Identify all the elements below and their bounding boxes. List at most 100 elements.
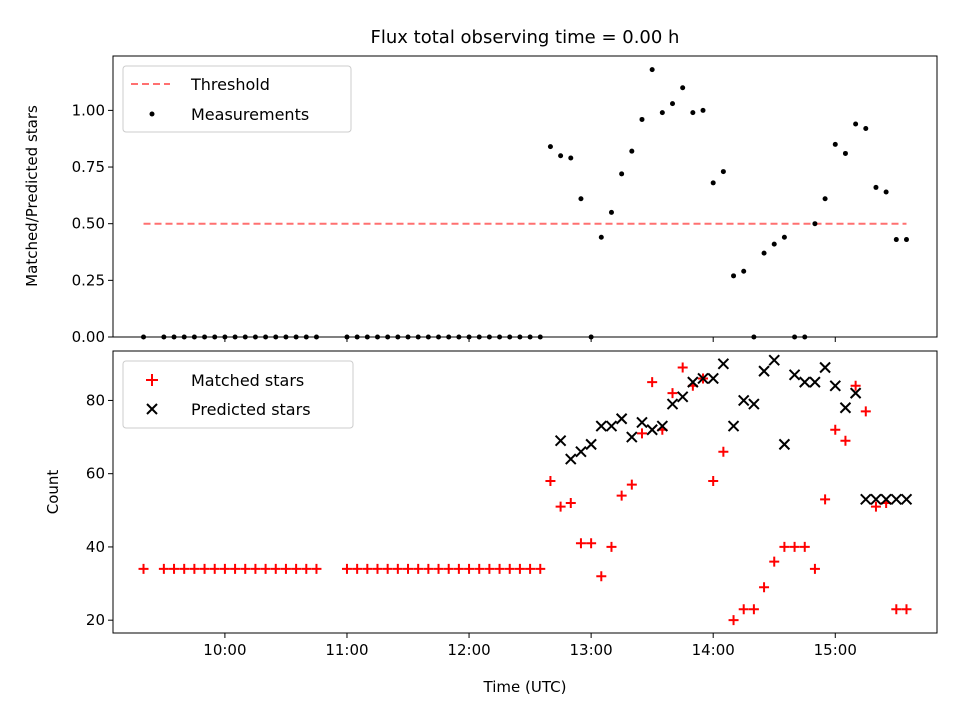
bottom-plot-yticks: 20 40 60 80 xyxy=(86,391,113,629)
predicted-star-point xyxy=(748,398,760,410)
matched-star-point xyxy=(280,563,291,574)
measurement-point xyxy=(558,153,564,159)
matched-star-point xyxy=(199,563,210,574)
matched-star-point xyxy=(209,563,220,574)
matched-star-point xyxy=(291,563,302,574)
measurement-point xyxy=(405,334,411,340)
matched-star-point xyxy=(606,541,617,552)
measurement-point xyxy=(344,334,350,340)
measurement-point xyxy=(354,334,360,340)
measurement-point xyxy=(507,334,513,340)
matched-star-point xyxy=(647,377,658,388)
bottom-xtick-label: 12:00 xyxy=(447,641,490,659)
matched-star-point xyxy=(759,582,770,593)
bottom-plot-area: Count Time (UTC) 20 40 60 80 10:00 11:00 12:0… xyxy=(44,350,938,696)
legend-matched-label: Matched stars xyxy=(191,371,304,390)
measurement-point xyxy=(212,334,218,340)
matched-star-point xyxy=(636,428,647,439)
predicted-star-point xyxy=(890,493,903,506)
matched-star-point xyxy=(769,556,780,567)
measurement-point xyxy=(252,334,258,340)
measurement-point xyxy=(181,334,187,340)
matched-star-point xyxy=(779,541,790,552)
measurement-point xyxy=(812,221,818,227)
measurement-point xyxy=(731,273,737,279)
predicted-star-point xyxy=(788,369,801,381)
measurement-point xyxy=(608,209,614,215)
matched-star-point xyxy=(433,563,444,574)
measurement-point xyxy=(171,334,177,340)
bottom-xtick-label: 13:00 xyxy=(570,641,613,659)
matched-star-point xyxy=(809,563,820,574)
matched-star-point xyxy=(728,615,739,626)
matched-star-point xyxy=(575,538,586,549)
predicted-star-point xyxy=(565,453,577,465)
measurement-point xyxy=(517,334,523,340)
matched-star-point xyxy=(270,563,281,574)
bottom-ytick-label: 20 xyxy=(86,611,105,629)
measurement-point xyxy=(273,334,279,340)
predicted-star-point xyxy=(615,413,628,425)
matched-star-point xyxy=(901,604,912,615)
measurement-point xyxy=(619,171,625,177)
measurement-point xyxy=(446,334,452,340)
predicted-star-point xyxy=(626,431,638,443)
measurement-point xyxy=(313,334,319,340)
measurement-point xyxy=(202,334,208,340)
measurement-point xyxy=(303,334,309,340)
predicted-star-point xyxy=(646,424,658,436)
measurement-point xyxy=(486,334,492,340)
measurement-point xyxy=(741,268,747,274)
measurement-point xyxy=(649,67,655,73)
predicted-star-point xyxy=(717,358,730,370)
predicted-star-point xyxy=(829,380,841,392)
measurement-point xyxy=(588,334,594,340)
predicted-star-point xyxy=(636,416,648,429)
matched-star-point xyxy=(667,388,678,399)
predicted-star-point xyxy=(595,420,608,432)
matched-star-point xyxy=(240,563,251,574)
matched-star-point xyxy=(565,497,576,508)
matched-star-point xyxy=(311,563,322,574)
top-plot-ylabel: Matched/Predicted stars xyxy=(23,105,41,287)
matched-star-point xyxy=(219,563,230,574)
matched-star-point xyxy=(341,563,352,574)
top-plot-yticks: 0.00 0.25 0.50 0.75 1.00 xyxy=(72,101,113,346)
matched-star-point xyxy=(789,541,800,552)
bottom-xtick-label: 14:00 xyxy=(692,641,735,659)
predicted-star-point xyxy=(880,493,892,506)
measurement-point xyxy=(141,334,147,340)
predicted-star-point xyxy=(870,493,882,506)
measurement-point xyxy=(547,144,553,150)
measurement-point xyxy=(680,85,686,91)
measurement-point xyxy=(191,334,197,340)
matched-star-point xyxy=(138,563,149,574)
measurement-point xyxy=(720,169,726,175)
matched-star-point xyxy=(230,563,241,574)
predicted-star-point xyxy=(656,420,669,432)
legend-predicted-label: Predicted stars xyxy=(191,400,311,419)
matched-star-point xyxy=(474,563,485,574)
matched-star-point xyxy=(352,563,363,574)
matched-star-point xyxy=(362,563,373,574)
measurement-point xyxy=(415,334,421,340)
legend-measurements-swatch xyxy=(149,111,155,117)
predicted-star-point xyxy=(819,361,831,374)
measurement-point xyxy=(476,334,482,340)
top-plot-legend: Threshold Measurements xyxy=(122,65,352,133)
matched-star-point xyxy=(179,563,190,574)
matched-star-point xyxy=(545,476,556,487)
measurement-point xyxy=(893,237,899,243)
predicted-star-point xyxy=(687,376,699,388)
predicted-star-point xyxy=(799,376,811,388)
matched-star-point xyxy=(616,490,627,501)
bottom-xtick-label: 15:00 xyxy=(814,641,857,659)
matched-star-point xyxy=(464,563,475,574)
measurement-point xyxy=(781,234,787,240)
matched-star-point xyxy=(596,571,607,582)
top-legend-box xyxy=(122,65,352,133)
measurement-point xyxy=(873,184,879,190)
matched-star-point xyxy=(423,563,434,574)
top-ytick-label: 0.50 xyxy=(72,215,105,233)
